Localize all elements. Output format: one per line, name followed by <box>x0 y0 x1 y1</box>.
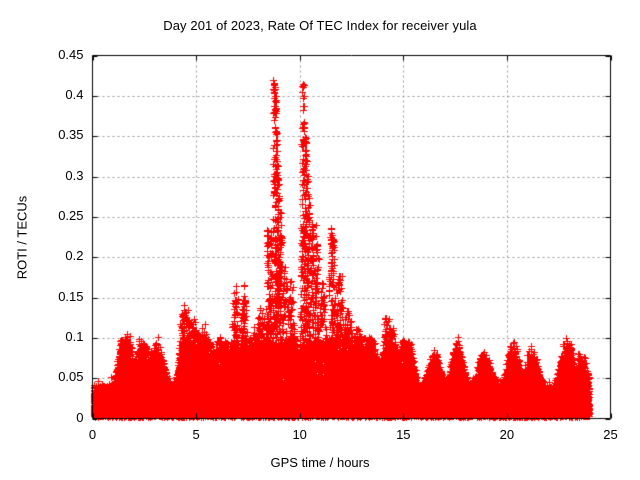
y-tick-label: 0.4 <box>65 86 84 102</box>
y-tick-label: 0.3 <box>65 167 84 183</box>
y-tick-label: 0.05 <box>58 369 84 385</box>
y-axis-label: ROTI / TECUs <box>14 195 30 280</box>
x-tick-label: 15 <box>396 426 411 442</box>
x-axis-label: GPS time / hours <box>270 455 370 470</box>
x-tick-label: 25 <box>603 426 618 442</box>
y-tick-label: 0 <box>76 409 84 425</box>
x-tick-label: 20 <box>499 426 515 442</box>
x-tick-label: 10 <box>292 426 307 442</box>
x-tick-label: 5 <box>192 426 200 442</box>
y-tick-label: 0.25 <box>58 207 84 223</box>
y-tick-label: 0.1 <box>65 328 84 344</box>
x-tick-label: 0 <box>88 426 97 442</box>
y-tick-label: 0.35 <box>58 127 84 143</box>
y-tick-label: 0.2 <box>65 248 84 264</box>
y-tick-label: 0.15 <box>58 288 84 304</box>
y-tick-label: 0.45 <box>58 46 84 62</box>
page-title: Day 201 of 2023, Rate Of TEC Index for r… <box>163 18 477 33</box>
